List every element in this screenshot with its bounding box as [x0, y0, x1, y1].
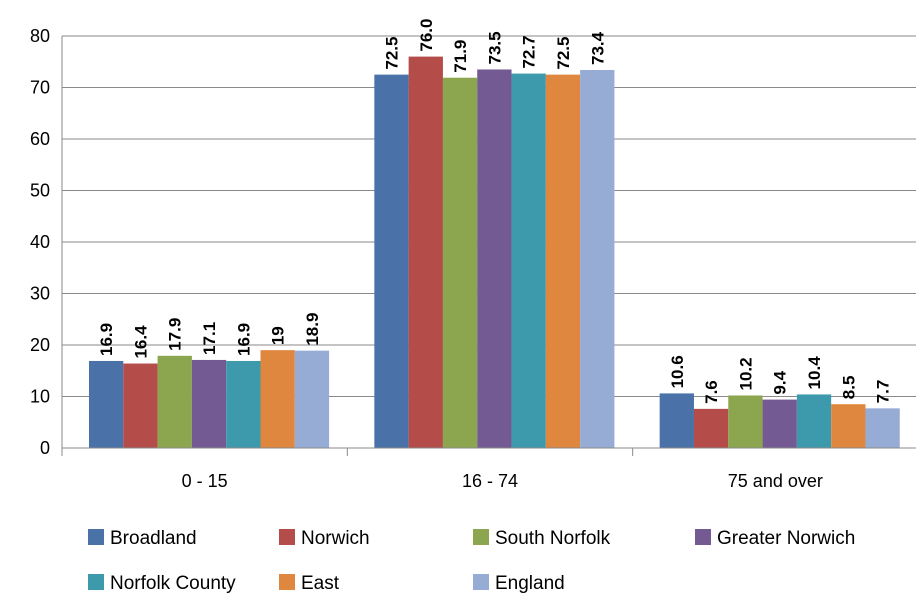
- legend-item: Greater Norwich: [695, 528, 855, 549]
- category-label: 0 - 15: [182, 471, 228, 491]
- legend-item: Broadland: [88, 528, 197, 549]
- category-label: 75 and over: [728, 471, 823, 491]
- y-tick-label: 50: [30, 181, 50, 201]
- data-label: 7.6: [702, 380, 721, 404]
- data-label: 10.2: [736, 357, 755, 390]
- y-tick-label: 40: [30, 232, 50, 252]
- legend-swatch: [473, 574, 489, 590]
- y-tick-label: 80: [30, 26, 50, 46]
- data-label: 16.9: [234, 323, 253, 356]
- legend-swatch: [279, 529, 295, 545]
- bar: [260, 350, 295, 448]
- bar: [374, 74, 409, 448]
- bar: [511, 73, 546, 448]
- bar: [89, 360, 124, 448]
- bar: [796, 394, 832, 448]
- y-tick-label: 60: [30, 129, 50, 149]
- bar: [659, 393, 694, 448]
- legend-swatch: [279, 574, 295, 590]
- bar: [123, 363, 158, 448]
- legend-label: Greater Norwich: [717, 528, 855, 549]
- x-axis: 0 - 15 16 - 74 75 and over: [61, 36, 916, 491]
- data-labels: 16.9 72.5 10.6 16.4 76.0 7.6 17.9 71.9 10.2 17.1 7…: [97, 19, 892, 404]
- bar: [191, 359, 227, 448]
- bar: [762, 399, 797, 448]
- data-label: 16.9: [97, 323, 116, 356]
- legend-label: South Norfolk: [495, 528, 611, 549]
- bar: [442, 77, 478, 448]
- data-label: 16.4: [131, 325, 150, 359]
- data-label: 73.4: [588, 31, 607, 65]
- bar: [693, 408, 729, 448]
- bar: [408, 56, 443, 448]
- legend-item: Norwich: [279, 528, 370, 549]
- data-label: 18.9: [303, 313, 322, 346]
- bar: [728, 395, 763, 448]
- data-label: 72.7: [520, 36, 539, 69]
- data-label: 8.5: [839, 376, 858, 400]
- legend-label: Norfolk County: [110, 573, 236, 594]
- data-label: 72.5: [554, 37, 573, 70]
- category-label: 16 - 74: [462, 471, 518, 491]
- y-tick-label: 30: [30, 284, 50, 304]
- legend: Broadland Norwich South Norfolk Greater Nor…: [88, 528, 855, 594]
- data-label: 19: [269, 326, 288, 345]
- legend-swatch: [473, 529, 489, 545]
- bar: [865, 408, 900, 448]
- legend-label: East: [301, 573, 340, 594]
- data-label: 9.4: [771, 370, 790, 394]
- legend-label: Broadland: [110, 528, 197, 549]
- legend-item: East: [279, 573, 340, 594]
- data-label: 10.4: [805, 356, 824, 390]
- bar: [831, 404, 866, 448]
- data-label: 76.0: [417, 19, 436, 52]
- y-tick-label: 70: [30, 78, 50, 98]
- data-label: 17.9: [166, 318, 185, 351]
- y-tick-label: 10: [30, 387, 50, 407]
- data-label: 7.7: [874, 380, 893, 404]
- data-label: 10.6: [668, 355, 687, 388]
- legend-swatch: [695, 529, 711, 545]
- legend-item: England: [473, 573, 565, 594]
- legend-label: Norwich: [301, 528, 370, 549]
- legend-swatch: [88, 529, 104, 545]
- legend-item: Norfolk County: [88, 573, 236, 594]
- bar: [157, 355, 192, 448]
- data-label: 71.9: [451, 40, 470, 73]
- data-label: 17.1: [200, 322, 219, 355]
- bar: [294, 350, 330, 448]
- data-label: 72.5: [382, 37, 401, 70]
- bar: [226, 360, 261, 448]
- y-tick-label: 0: [40, 438, 50, 458]
- bar: [545, 74, 581, 448]
- y-tick-label: 20: [30, 335, 50, 355]
- bars: [89, 56, 900, 449]
- bar: [580, 69, 615, 449]
- legend-swatch: [88, 574, 104, 590]
- legend-item: South Norfolk: [473, 528, 611, 549]
- data-label: 73.5: [485, 31, 504, 64]
- bar: [477, 69, 512, 448]
- legend-label: England: [495, 573, 565, 594]
- y-axis-tick-labels: 0 10 20 30 40 50 60 70 80: [30, 26, 50, 458]
